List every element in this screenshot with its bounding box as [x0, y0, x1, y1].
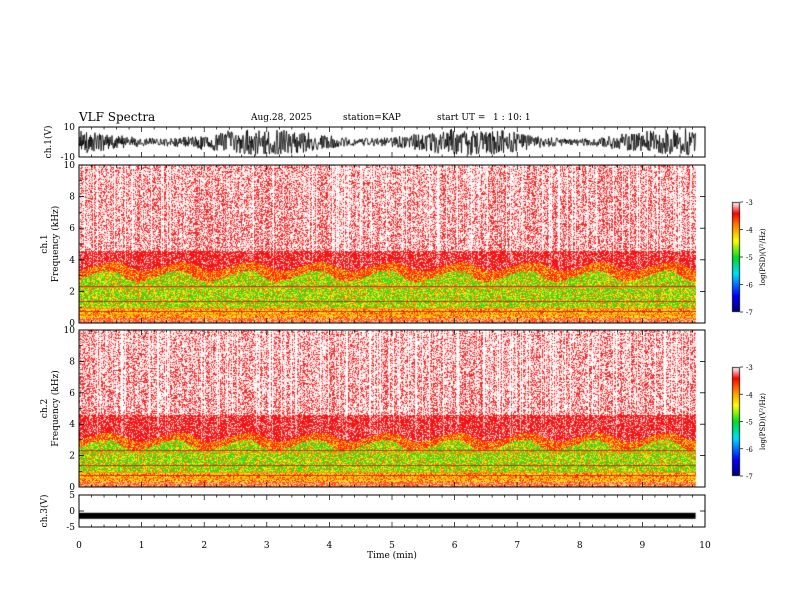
- chart-title: VLF Spectra: [79, 110, 156, 124]
- ch3w-ytick-label: -5: [66, 523, 75, 533]
- x-tick-label: 0: [76, 541, 82, 551]
- ch1w-ytick-label: 10: [64, 123, 76, 133]
- colorbar-2-tick-label: -3: [746, 364, 753, 372]
- colorbar-2-tick-label: -5: [746, 419, 753, 427]
- date-label: Aug.28, 2025: [251, 113, 312, 123]
- ch1-waveform-ylabel: ch.1(V): [43, 126, 54, 159]
- colorbar-2-tick-label: -6: [746, 446, 753, 454]
- start-ut-value: 1 : 10: 1: [493, 113, 531, 123]
- x-tick-label: 3: [264, 541, 270, 551]
- colorbar-1-tick-label: -5: [746, 254, 753, 262]
- ch1-spec-ytick-label: 6: [69, 224, 75, 234]
- colorbar-1-label: log(PSD)(V²/Hz): [759, 228, 767, 285]
- x-tick-label: 5: [389, 541, 395, 551]
- station-label: station=KAP: [343, 113, 401, 123]
- x-tick-label: 10: [699, 541, 711, 551]
- ch2-spec-ytick-label: 2: [69, 452, 75, 462]
- ch2-spec-ylabel2: Frequency (kHz): [50, 370, 61, 447]
- ch2-spec-ytick-label: 8: [69, 357, 75, 367]
- ch2-spec-ytick-label: 0: [69, 483, 75, 493]
- x-tick-label: 6: [452, 541, 458, 551]
- colorbar-2-tick-label: -7: [746, 473, 753, 481]
- colorbar-2-tick-label: -4: [746, 391, 753, 399]
- x-tick-label: 9: [640, 541, 646, 551]
- colorbar-2-label: log(PSD)(V²/Hz): [759, 393, 767, 450]
- ch1-spec-ytick-label: 4: [69, 256, 75, 266]
- ch2-spec-ytick-label: 4: [69, 420, 75, 430]
- x-tick-label: 8: [577, 541, 583, 551]
- ch1-spec-ytick-label: 2: [69, 287, 75, 297]
- ch2-spec-ytick-label: 6: [69, 389, 75, 399]
- ch3w-ytick-label: 0: [69, 507, 75, 517]
- ch1-spec-ytick-label: 8: [69, 193, 75, 203]
- ch2-spec-ytick-label: 10: [64, 326, 76, 336]
- ch1-spec-ytick-label: 10: [64, 161, 76, 171]
- colorbar-1-tick-label: -4: [746, 227, 753, 235]
- ch3w-ytick-label: 5: [69, 491, 75, 501]
- ch3-waveform-ylabel: ch.3(V): [39, 495, 50, 528]
- ch1-spec-ytick-label: 0: [69, 319, 75, 329]
- x-axis-label: Time (min): [367, 550, 417, 561]
- colorbar-1-tick-label: -3: [746, 199, 753, 207]
- ch2-spec-ylabel: ch.2: [40, 399, 50, 418]
- colorbar-1-tick-label: -6: [746, 282, 753, 290]
- ch1w-ytick-label: -10: [61, 153, 76, 163]
- ch1-spec-ylabel: ch.1: [40, 234, 50, 253]
- x-tick-label: 4: [327, 541, 333, 551]
- x-tick-label: 7: [514, 541, 520, 551]
- colorbar-1-tick-label: -7: [746, 309, 753, 317]
- ch2-spec-frame: [78, 329, 706, 488]
- x-tick-label: 2: [201, 541, 207, 551]
- start-ut-label: start UT =: [437, 113, 486, 123]
- ch1-spec-frame: [78, 164, 706, 324]
- ch1-spec-ylabel2: Frequency (kHz): [50, 206, 61, 283]
- x-tick-label: 1: [139, 541, 145, 551]
